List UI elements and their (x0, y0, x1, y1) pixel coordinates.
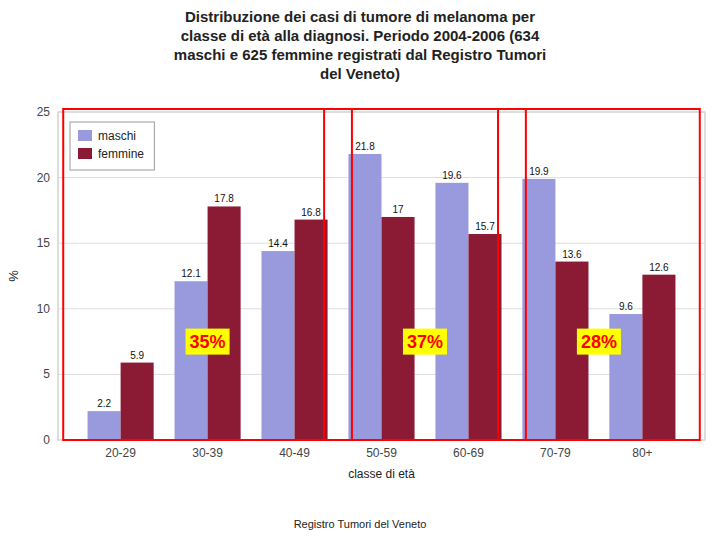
x-axis-label: classe di età (348, 467, 415, 481)
x-tick-label: 60-69 (453, 446, 484, 460)
bar (121, 363, 154, 440)
bar (522, 179, 555, 440)
bar (435, 183, 468, 440)
group-box (324, 109, 526, 440)
title-line: del Veneto) (320, 65, 400, 82)
y-tick-label: 10 (37, 302, 51, 316)
bars (88, 154, 676, 440)
bar (88, 411, 121, 440)
x-tick-label: 70-79 (540, 446, 571, 460)
bar (295, 220, 328, 440)
legend-label: femmine (98, 147, 144, 161)
annotation-background (186, 329, 230, 355)
chart-container: Distribuzione dei casi di tumore di mela… (0, 0, 720, 540)
data-label: 5.9 (130, 350, 144, 361)
chart: Distribuzione dei casi di tumore di mela… (0, 0, 720, 540)
legend-frame (70, 122, 154, 170)
y-tick-label: 5 (43, 367, 50, 381)
data-label: 9.6 (619, 301, 633, 312)
grid (58, 112, 705, 440)
x-tick-label: 20-29 (105, 446, 136, 460)
bar (642, 275, 675, 440)
bar (175, 281, 208, 440)
data-label: 2.2 (97, 398, 111, 409)
title-line: Distribuzione dei casi di tumore di mela… (185, 8, 535, 25)
y-tick-label: 0 (43, 433, 50, 447)
data-label: 17 (392, 204, 404, 215)
title-line: maschi e 625 femmine registrati dal Regi… (174, 46, 546, 63)
data-label: 15.7 (475, 221, 495, 232)
x-tick-label: 40-49 (279, 446, 310, 460)
annotation: 35% (190, 332, 226, 352)
data-label: 14.4 (268, 238, 288, 249)
data-label: 13.6 (562, 249, 582, 260)
data-label: 17.8 (214, 193, 234, 204)
x-tick-label: 50-59 (366, 446, 397, 460)
data-label: 12.1 (181, 268, 201, 279)
annotation: 37% (407, 332, 443, 352)
annotations: 35% 37% 28% (63, 109, 700, 440)
y-axis-label: % (6, 270, 21, 282)
bar (208, 206, 241, 440)
grid-line (58, 112, 705, 113)
data-label: 21.8 (355, 141, 375, 152)
bar (261, 251, 294, 440)
y-tick-label: 15 (37, 236, 51, 250)
footer: Registro Tumori del Veneto (294, 518, 427, 530)
group-box (498, 109, 700, 440)
plot-frame (58, 112, 705, 440)
title-line: classe di età alla diagnosi. Periodo 200… (181, 27, 540, 44)
bar (382, 217, 415, 440)
data-label: 19.9 (529, 166, 549, 177)
data-label: 19.6 (442, 170, 462, 181)
annotation-background (403, 329, 447, 355)
x-tick-label: 80+ (632, 446, 652, 460)
legend-label: maschi (98, 129, 136, 143)
legend-swatch (78, 130, 92, 141)
group-box (63, 109, 352, 440)
bar (468, 234, 501, 440)
bar (348, 154, 381, 440)
data-labels: 2.2 12.1 14.4 21.8 19.6 19.9 9.6 5.9 17.8 16.8 17 1… (97, 141, 669, 409)
data-label: 16.8 (301, 207, 321, 218)
legend-swatch (78, 148, 92, 159)
legend: maschi femmine (70, 122, 154, 170)
y-tick-label: 20 (37, 171, 51, 185)
x-tick-label: 30-39 (192, 446, 223, 460)
annotation: 28% (581, 332, 617, 352)
title: Distribuzione dei casi di tumore di mela… (174, 8, 546, 82)
y-tick-label: 25 (37, 105, 51, 119)
annotation-background (577, 329, 621, 355)
data-label: 12.6 (649, 262, 669, 273)
